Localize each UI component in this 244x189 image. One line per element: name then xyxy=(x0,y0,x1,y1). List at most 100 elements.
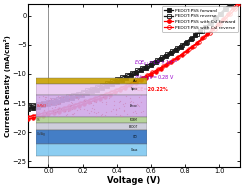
PEDOT:PSS with CsI reverse xyxy=(141,77,143,79)
PEDOT:PSS with CsI reverse xyxy=(130,82,133,84)
PEDOT:PSS forward xyxy=(189,38,192,40)
PEDOT:PSS with CsI forward xyxy=(124,87,127,89)
PEDOT:PSS with CsI reverse xyxy=(52,109,55,112)
PEDOT:PSS forward xyxy=(51,102,54,104)
PEDOT:PSS forward xyxy=(179,45,182,48)
PEDOT:PSS forward xyxy=(135,72,138,74)
PEDOT:PSS reverse xyxy=(141,67,143,69)
PEDOT:PSS with CsI forward xyxy=(175,57,178,60)
PEDOT:PSS forward xyxy=(56,101,59,103)
PEDOT:PSS with CsI reverse xyxy=(125,84,128,86)
PEDOT:PSS reverse xyxy=(170,50,173,53)
PEDOT:PSS with CsI reverse xyxy=(104,93,107,95)
PEDOT:PSS forward xyxy=(174,49,177,51)
PEDOT:PSS with CsI forward xyxy=(237,2,240,4)
PEDOT:PSS with CsI forward xyxy=(150,74,152,76)
PEDOT:PSS with CsI forward xyxy=(232,7,234,10)
PEDOT:PSS with CsI reverse xyxy=(239,2,242,5)
PEDOT:PSS reverse xyxy=(151,62,153,64)
PEDOT:PSS with CsI reverse xyxy=(94,97,97,99)
PEDOT:PSS with CsI forward xyxy=(73,106,76,108)
PEDOT:PSS with CsI forward xyxy=(27,118,30,120)
Line: PEDOT:PSS with CsI forward: PEDOT:PSS with CsI forward xyxy=(26,1,240,121)
PEDOT:PSS with CsI forward xyxy=(211,28,214,30)
PEDOT:PSS with CsI forward xyxy=(129,84,132,87)
PEDOT:PSS with CsI reverse xyxy=(83,100,86,102)
Text: $\Delta$Voc,nr=0.28 V: $\Delta$Voc,nr=0.28 V xyxy=(134,73,174,81)
Line: PEDOT:PSS with CsI reverse: PEDOT:PSS with CsI reverse xyxy=(26,2,243,119)
PEDOT:PSS reverse xyxy=(76,92,79,95)
PEDOT:PSS with CsI forward xyxy=(206,33,209,35)
PEDOT:PSS with CsI forward xyxy=(52,112,55,114)
PEDOT:PSS reverse xyxy=(31,104,34,106)
PEDOT:PSS reverse xyxy=(165,53,168,56)
PEDOT:PSS reverse xyxy=(66,95,69,98)
PEDOT:PSS with CsI forward xyxy=(32,117,35,119)
PEDOT:PSS forward xyxy=(194,34,197,37)
PEDOT:PSS forward xyxy=(120,79,123,81)
PEDOT:PSS with CsI reverse xyxy=(78,102,81,104)
PEDOT:PSS with CsI reverse xyxy=(203,36,206,39)
PEDOT:PSS reverse xyxy=(205,26,208,28)
PEDOT:PSS reverse xyxy=(56,98,59,100)
PEDOT:PSS forward xyxy=(160,58,163,60)
PEDOT:PSS with CsI forward xyxy=(170,61,173,63)
PEDOT:PSS with CsI reverse xyxy=(161,65,164,67)
PEDOT:PSS forward xyxy=(164,55,167,57)
PEDOT:PSS with CsI forward xyxy=(109,93,112,96)
PEDOT:PSS with CsI forward xyxy=(196,42,199,44)
PEDOT:PSS with CsI forward xyxy=(201,37,204,40)
PEDOT:PSS with CsI forward xyxy=(226,13,229,15)
PEDOT:PSS reverse xyxy=(116,78,119,81)
PEDOT:PSS with CsI forward xyxy=(93,99,96,102)
PEDOT:PSS forward xyxy=(219,13,222,15)
PEDOT:PSS with CsI reverse xyxy=(151,71,154,74)
PEDOT:PSS forward xyxy=(91,90,93,92)
PEDOT:PSS forward xyxy=(36,105,39,108)
PEDOT:PSS with CsI reverse xyxy=(193,44,195,47)
PEDOT:PSS with CsI reverse xyxy=(58,108,61,110)
PEDOT:PSS forward xyxy=(140,69,143,72)
PEDOT:PSS reverse xyxy=(195,33,198,36)
PEDOT:PSS with CsI reverse xyxy=(198,40,201,43)
PEDOT:PSS with CsI forward xyxy=(37,116,40,118)
PEDOT:PSS with CsI forward xyxy=(134,82,137,84)
PEDOT:PSS reverse xyxy=(160,56,163,59)
PEDOT:PSS reverse xyxy=(200,29,203,32)
PEDOT:PSS with CsI forward xyxy=(221,18,224,20)
PEDOT:PSS forward xyxy=(95,88,98,91)
PEDOT:PSS with CsI reverse xyxy=(229,13,232,15)
PEDOT:PSS forward xyxy=(199,30,202,33)
Line: PEDOT:PSS reverse: PEDOT:PSS reverse xyxy=(26,3,233,108)
PEDOT:PSS reverse xyxy=(131,72,133,74)
PEDOT:PSS with CsI forward xyxy=(180,54,183,56)
PEDOT:PSS forward xyxy=(81,94,84,96)
PEDOT:PSS with CsI forward xyxy=(57,111,60,113)
PEDOT:PSS with CsI forward xyxy=(185,50,188,52)
PEDOT:PSS reverse xyxy=(46,101,49,103)
PEDOT:PSS with CsI reverse xyxy=(234,8,237,10)
PEDOT:PSS reverse xyxy=(111,80,114,82)
PEDOT:PSS reverse xyxy=(210,22,213,24)
PEDOT:PSS reverse xyxy=(175,47,178,49)
PEDOT:PSS with CsI reverse xyxy=(99,95,102,97)
PEDOT:PSS reverse xyxy=(106,82,109,84)
PEDOT:PSS forward xyxy=(105,85,108,87)
PEDOT:PSS with CsI reverse xyxy=(208,32,211,34)
PEDOT:PSS with CsI forward xyxy=(119,89,122,91)
PEDOT:PSS forward xyxy=(209,22,212,24)
PEDOT:PSS with CsI reverse xyxy=(182,52,185,54)
PEDOT:PSS reverse xyxy=(101,84,104,86)
PEDOT:PSS with CsI forward xyxy=(139,79,142,81)
PEDOT:PSS forward xyxy=(61,99,64,102)
PEDOT:PSS forward xyxy=(41,104,44,107)
PEDOT:PSS with CsI forward xyxy=(160,67,163,70)
PEDOT:PSS with CsI forward xyxy=(191,46,193,48)
PEDOT:PSS reverse xyxy=(145,64,148,67)
PEDOT:PSS reverse xyxy=(190,37,193,39)
PEDOT:PSS forward xyxy=(86,92,89,94)
PEDOT:PSS forward xyxy=(100,87,103,89)
PEDOT:PSS with CsI forward xyxy=(103,95,106,98)
PEDOT:PSS reverse xyxy=(61,97,64,99)
PEDOT:PSS reverse xyxy=(81,91,84,93)
